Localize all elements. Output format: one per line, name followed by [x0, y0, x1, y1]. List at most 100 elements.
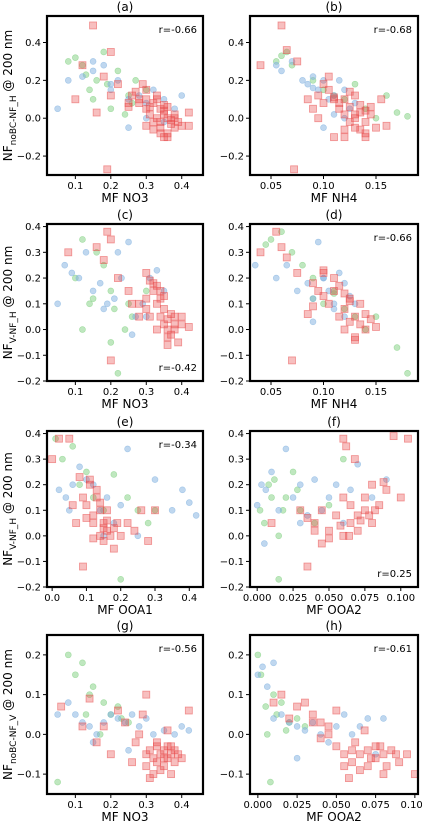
- data-point: [107, 80, 115, 88]
- data-point: [393, 109, 401, 116]
- x-tick-label: 0.05: [260, 181, 282, 192]
- data-point: [356, 125, 365, 134]
- data-point: [142, 690, 151, 699]
- panel-title: (h): [326, 619, 343, 633]
- data-point: [293, 754, 301, 762]
- data-point: [79, 73, 86, 80]
- data-point: [153, 738, 161, 747]
- data-point: [330, 287, 338, 295]
- data-point: [340, 125, 349, 134]
- y-tick-label: −0.1: [17, 557, 41, 568]
- data-point: [345, 297, 354, 306]
- data-point: [103, 516, 111, 525]
- data-point: [142, 95, 151, 104]
- x-axis-label: MF NH4: [311, 191, 358, 205]
- series-red: [48, 434, 159, 571]
- data-point: [124, 102, 133, 111]
- data-point: [160, 762, 168, 771]
- data-point: [314, 114, 323, 123]
- data-point: [275, 532, 283, 540]
- data-point: [89, 683, 97, 690]
- y-tick-label: −0.2: [220, 583, 244, 594]
- data-point: [92, 485, 101, 494]
- axes-frame: [248, 222, 420, 383]
- data-point: [317, 506, 326, 515]
- axes-frame: [248, 14, 420, 177]
- data-point: [86, 723, 93, 730]
- data-point: [340, 762, 349, 771]
- axes-frame: [45, 633, 205, 796]
- panel-f: (f) 0.000 0.025 0.050 0.075 0.100 −0.2 −0.1 0.0 0…: [220, 415, 420, 617]
- data-point: [128, 711, 136, 718]
- data-point: [290, 165, 299, 174]
- series-green: [256, 455, 347, 583]
- data-point: [348, 731, 356, 738]
- data-point: [309, 318, 317, 326]
- x-tick-label: 0.1: [67, 387, 83, 398]
- data-point: [345, 774, 353, 782]
- data-point: [123, 519, 132, 527]
- data-point: [89, 95, 97, 103]
- data-point: [288, 356, 296, 365]
- data-point: [106, 48, 115, 56]
- y-tick-label: 0.3: [25, 455, 41, 466]
- data-point: [259, 663, 266, 671]
- data-point: [124, 445, 131, 453]
- correlation-annotation: r=-0.34: [159, 440, 197, 451]
- y-tick-label: 0.1: [25, 690, 41, 701]
- data-point: [160, 101, 168, 109]
- data-point: [256, 506, 264, 514]
- y-tick-label: 0.0: [228, 730, 244, 741]
- data-point: [342, 442, 351, 451]
- x-tick-label: 0.10: [312, 181, 334, 192]
- data-point: [262, 486, 270, 494]
- data-point: [356, 101, 365, 109]
- data-point: [270, 715, 277, 722]
- data-point: [109, 544, 118, 553]
- data-point: [79, 236, 86, 243]
- x-tick-label: 0.4: [181, 593, 197, 604]
- data-point: [311, 519, 318, 527]
- data-point: [124, 494, 131, 501]
- data-point: [351, 335, 359, 344]
- data-point: [335, 281, 344, 290]
- correlation-annotation: r=-0.66: [159, 25, 197, 36]
- data-point: [177, 754, 186, 763]
- data-point: [267, 778, 274, 786]
- data-point: [76, 463, 83, 471]
- data-point: [124, 287, 133, 295]
- data-point: [135, 99, 144, 107]
- data-point: [340, 133, 349, 142]
- data-point: [89, 21, 97, 30]
- y-tick-label: −0.1: [220, 770, 244, 781]
- data-point: [153, 267, 161, 274]
- data-point: [114, 249, 122, 256]
- data-point: [111, 305, 118, 313]
- data-point: [404, 369, 411, 377]
- correlation-annotation: r=-0.61: [374, 644, 412, 655]
- data-point: [177, 312, 186, 321]
- data-point: [82, 514, 91, 522]
- y-tick-label: −0.1: [17, 351, 41, 362]
- data-point: [325, 739, 332, 746]
- data-point: [177, 320, 186, 329]
- x-axis-label: MF NH4: [311, 397, 358, 411]
- data-point: [356, 750, 364, 759]
- data-point: [142, 287, 150, 295]
- data-point: [263, 731, 271, 738]
- data-point: [317, 731, 324, 738]
- data-point: [99, 524, 108, 533]
- data-point: [149, 125, 158, 134]
- axes-frame: [248, 633, 420, 796]
- data-point: [92, 243, 101, 252]
- data-point: [372, 123, 380, 132]
- panel-h: (h) 0.000 0.025 0.050 0.075 0.100 −0.1 0.0 0.1 0.…: [220, 619, 422, 821]
- x-tick-label: 0.075: [361, 800, 390, 811]
- data-point: [114, 67, 122, 75]
- y-tick-label: 0.2: [228, 650, 244, 661]
- correlation-annotation: r=-0.68: [374, 25, 412, 36]
- data-point: [340, 711, 348, 718]
- data-point: [396, 493, 405, 502]
- data-point: [363, 746, 372, 755]
- data-point: [75, 473, 84, 481]
